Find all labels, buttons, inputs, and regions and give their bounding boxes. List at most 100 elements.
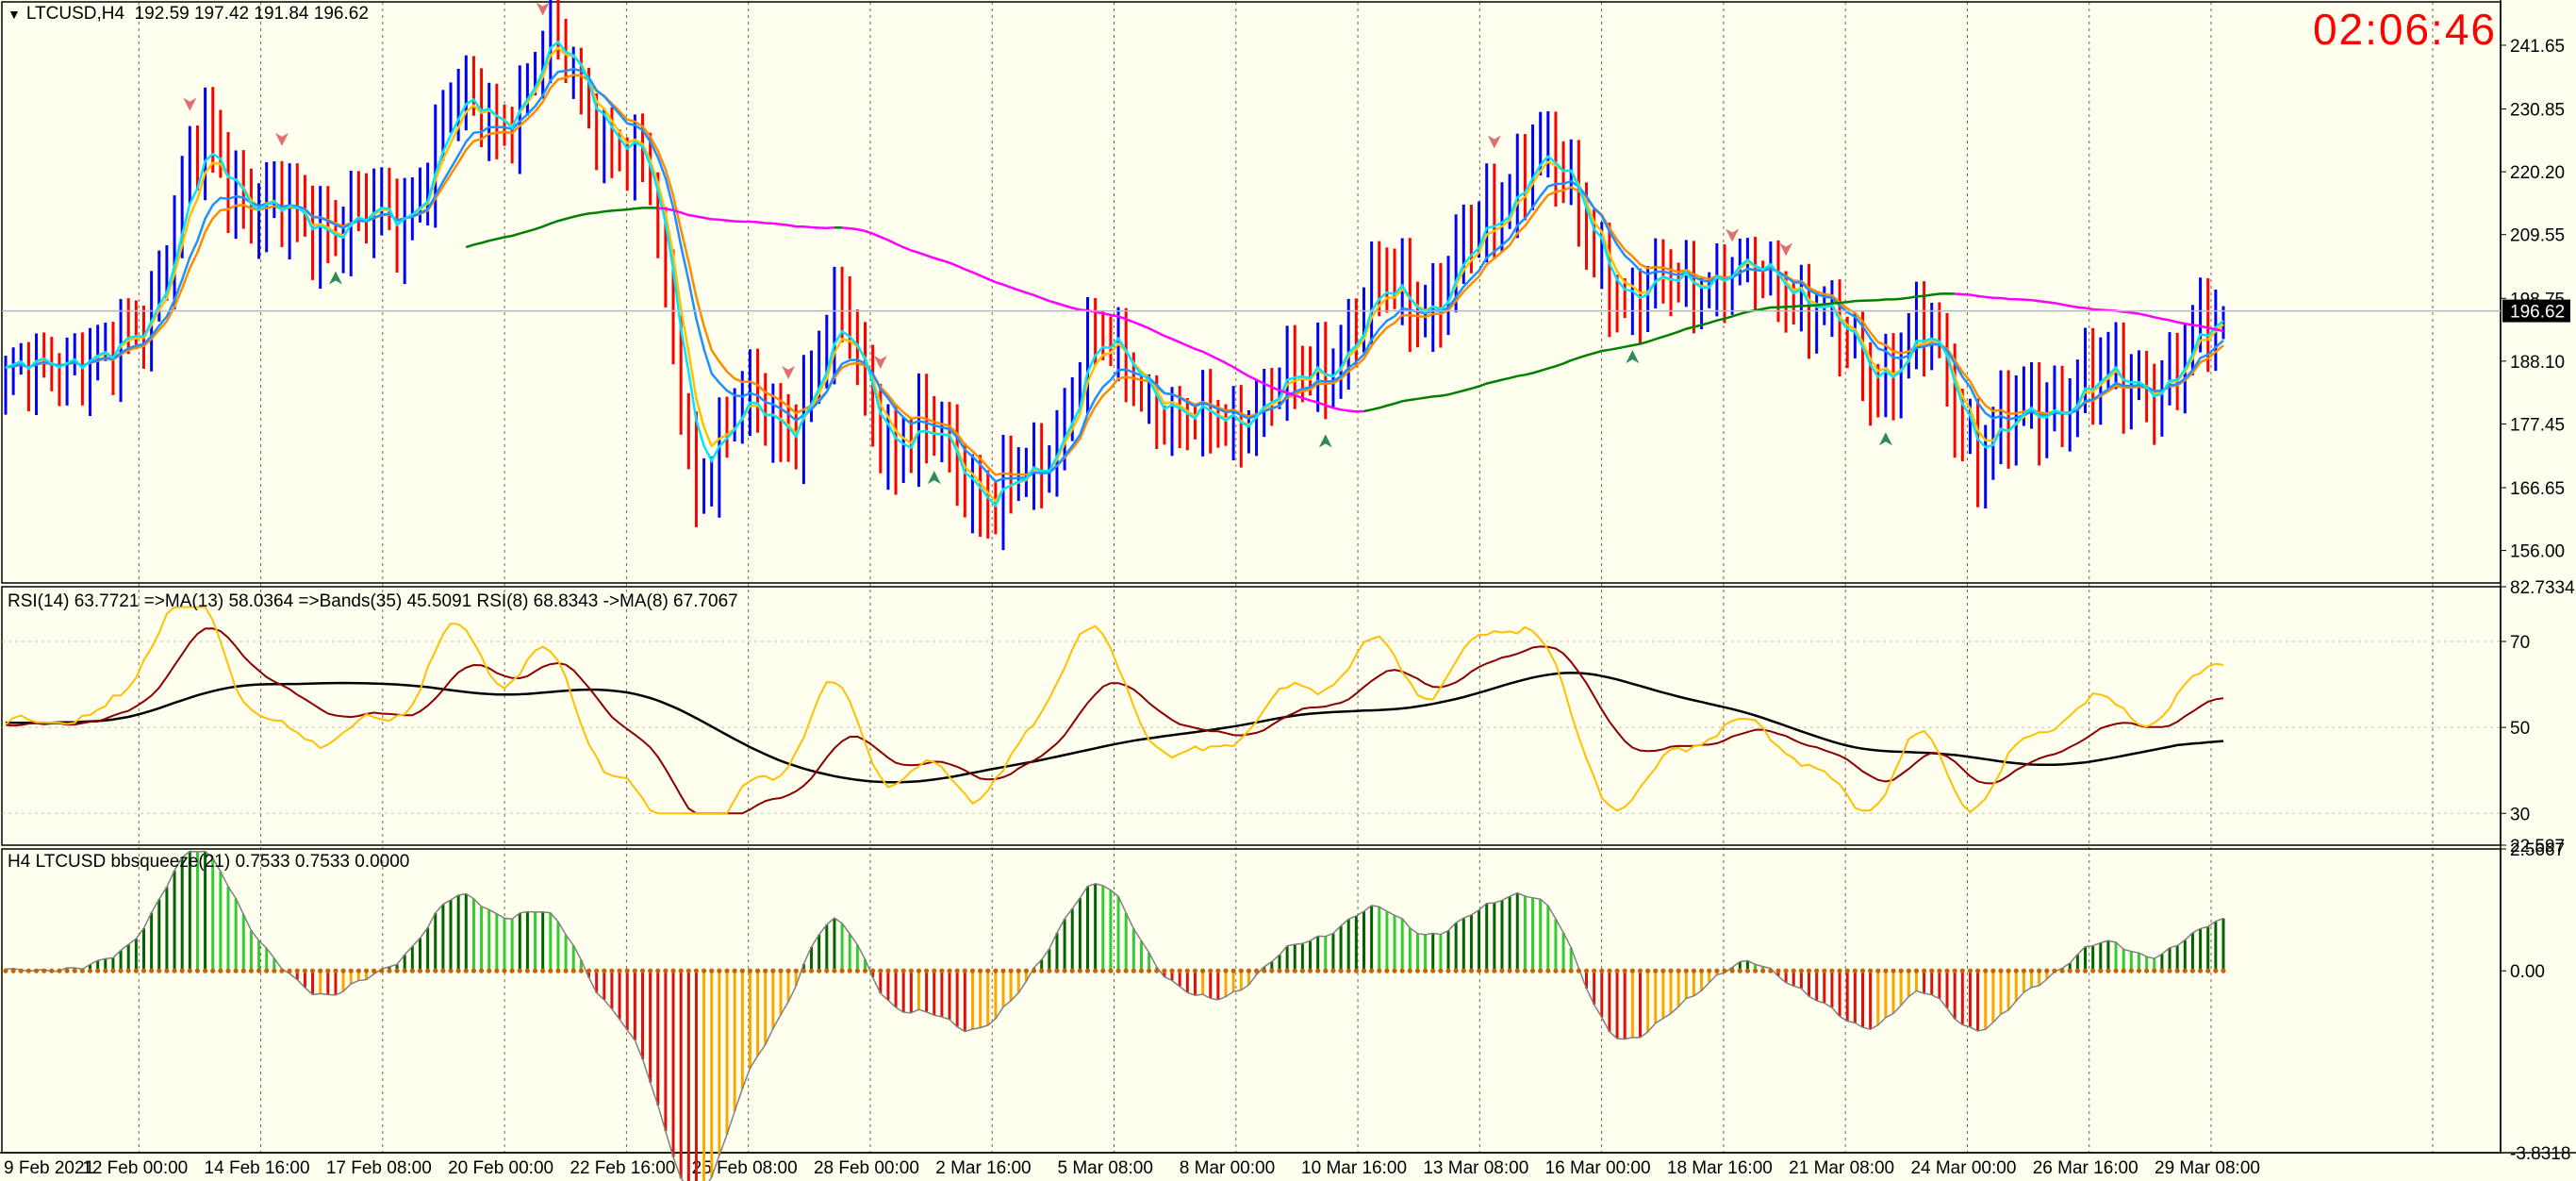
squeeze-dot [1990, 968, 1996, 973]
squeeze-dot [1262, 968, 1267, 973]
squeeze-dot [1299, 968, 1305, 973]
time-axis-label: 14 Feb 16:00 [205, 1158, 310, 1178]
current-price-label: 196.62 [2510, 303, 2565, 323]
squeeze-dot [1937, 968, 1942, 973]
squeeze-dot [1974, 968, 1981, 973]
squeeze-dot [1760, 968, 1766, 973]
squeeze-outline [5, 850, 2224, 1181]
squeeze-dot [387, 968, 392, 973]
squeeze-dot [1338, 968, 1344, 973]
squeeze-dot [2113, 968, 2119, 973]
squeeze-dot [1592, 968, 1597, 973]
squeeze-dot [993, 968, 999, 973]
squeeze-dot [10, 968, 16, 973]
squeeze-dot [325, 968, 331, 973]
squeeze-dot [478, 968, 485, 973]
squeeze-dot [2197, 968, 2204, 973]
squeeze-dot [372, 968, 377, 973]
squeeze-dot [1906, 968, 1911, 973]
squeeze-dot [847, 968, 852, 973]
squeeze-dot [2174, 968, 2180, 973]
rsi-indicator-label: RSI(14) 63.7721 =>MA(13) 58.0364 =>Bands… [8, 591, 738, 611]
squeeze-dot [502, 968, 507, 973]
squeeze-dot [1538, 968, 1544, 973]
squeeze-dot [701, 968, 707, 973]
squeeze-dot [1093, 968, 1098, 973]
squeeze-dot [309, 968, 316, 973]
squeeze-dot [157, 968, 162, 973]
squeeze-dot [1791, 968, 1796, 973]
squeeze-dot [103, 968, 108, 973]
candle-countdown-clock: 02:06:46 [2312, 5, 2497, 54]
squeeze-dot [2121, 968, 2126, 973]
squeeze-dot [1330, 968, 1336, 973]
squeeze-dot [1323, 968, 1329, 973]
squeeze-dot [1944, 968, 1950, 973]
squeeze-dot [2105, 968, 2111, 973]
squeeze-dot [1492, 968, 1497, 973]
squeeze-dot [1560, 968, 1566, 973]
squeeze-dot [18, 968, 24, 973]
squeeze-dot [1407, 968, 1412, 973]
squeeze-dot [87, 968, 93, 973]
squeeze-dot [724, 968, 730, 973]
squeeze-dot [1729, 968, 1735, 973]
squeeze-dot [79, 968, 85, 973]
price-axis-label: 166.65 [2510, 479, 2565, 499]
squeeze-dot [540, 968, 546, 973]
squeeze-dot [770, 968, 776, 973]
squeeze-dot [1983, 968, 1989, 973]
squeeze-dot [1277, 968, 1282, 973]
squeeze-dot [655, 968, 661, 973]
triangle-down-icon[interactable]: ▼ [8, 7, 21, 22]
squeeze-dot [1683, 968, 1689, 973]
squeeze-dot [969, 968, 976, 973]
squeeze-dot [1284, 968, 1290, 973]
squeeze-dot [563, 968, 569, 973]
time-axis-label: 25 Feb 08:00 [692, 1158, 798, 1178]
squeeze-dot [264, 968, 270, 973]
squeeze-dot [1676, 968, 1681, 973]
squeeze-dot [1208, 968, 1214, 973]
squeeze-dot [801, 968, 806, 973]
squeeze-dot [793, 968, 799, 973]
squeeze-dot [1952, 968, 1957, 973]
squeeze-dot [394, 968, 400, 973]
squeeze-dot [555, 968, 561, 973]
rsi-bands-line [5, 672, 2224, 784]
squeeze-dot [586, 968, 592, 973]
squeeze-dot [1108, 968, 1114, 973]
squeeze-dot [2067, 968, 2072, 973]
squeeze-dot [1929, 968, 1935, 973]
squeeze-dot [1392, 968, 1397, 973]
time-axis-label: 12 Feb 00:00 [82, 1158, 188, 1178]
rsi-axis-label: 22.597 [2510, 837, 2565, 857]
squeeze-dot [402, 968, 407, 973]
squeeze-dot [1423, 968, 1428, 973]
price-axis-label: 188.10 [2510, 353, 2565, 373]
squeeze-dot [862, 968, 868, 973]
squeeze-dot [1246, 968, 1252, 973]
squeeze-dot [2006, 968, 2011, 973]
signal-arrows [183, 2, 1892, 485]
squeeze-dot [763, 968, 768, 973]
time-axis-label: 2 Mar 16:00 [935, 1158, 1031, 1178]
sell-arrow-icon [536, 2, 550, 16]
squeeze-dot [2028, 968, 2035, 973]
squeeze-dot [1507, 968, 1512, 973]
squeeze-dot [1445, 968, 1451, 973]
time-axis-label: 5 Mar 08:00 [1058, 1158, 1153, 1178]
squeeze-dot [1737, 968, 1742, 973]
squeeze-dot [49, 968, 55, 973]
squeeze-dot [256, 968, 262, 973]
squeeze-dot [1545, 968, 1551, 973]
squeeze-dot [1115, 968, 1121, 973]
squeeze-dot [440, 968, 446, 973]
squeeze-dot [57, 968, 62, 973]
squeeze-dot [279, 968, 285, 973]
squeeze-dot [187, 968, 192, 973]
squeeze-axis-label: 0.00 [2510, 962, 2545, 982]
squeeze-dot [1039, 968, 1045, 973]
squeeze-dot [1023, 968, 1030, 973]
